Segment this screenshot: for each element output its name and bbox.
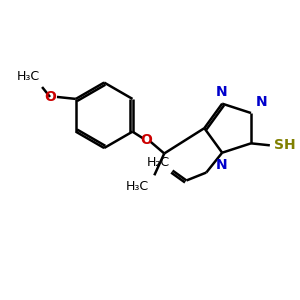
Text: H₃C: H₃C: [17, 70, 40, 83]
Text: N: N: [215, 85, 227, 99]
Text: N: N: [256, 95, 268, 109]
Text: N: N: [215, 158, 227, 172]
Text: SH: SH: [274, 138, 296, 152]
Text: H₃C: H₃C: [126, 180, 149, 193]
Text: O: O: [140, 133, 152, 147]
Text: O: O: [44, 90, 56, 104]
Text: H₂C: H₂C: [146, 156, 170, 169]
